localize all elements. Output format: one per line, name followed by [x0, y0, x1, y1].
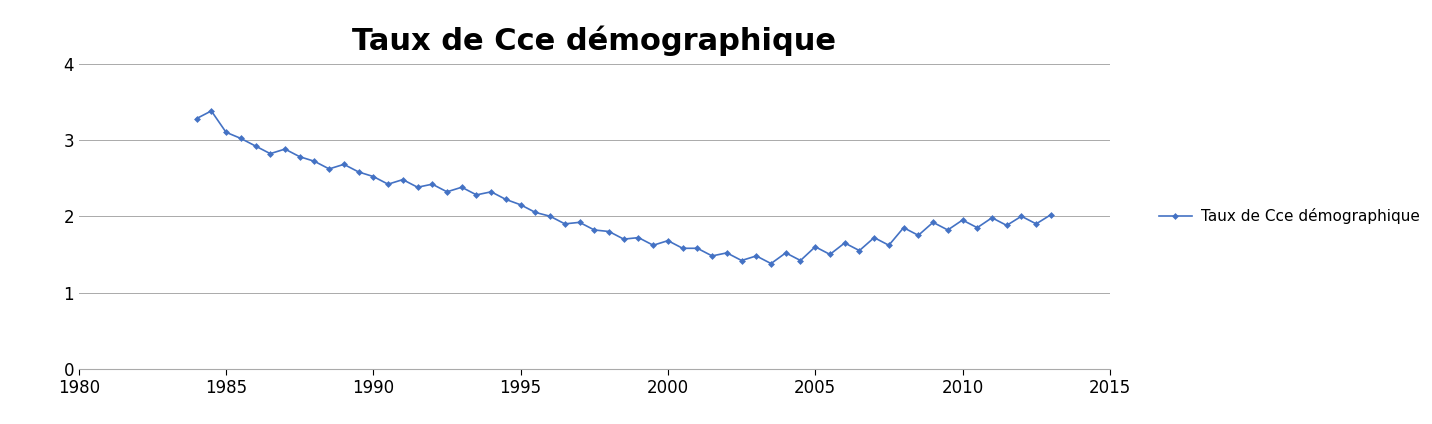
Title: Taux de Cce démographique: Taux de Cce démographique	[352, 25, 836, 56]
Taux de Cce démographique	[335, 162, 352, 167]
Taux de Cce démographique	[644, 243, 662, 248]
Taux de Cce démographique	[424, 181, 441, 187]
Taux de Cce démographique	[291, 154, 308, 159]
Taux de Cce démographique	[836, 240, 853, 245]
Taux de Cce démographique	[203, 109, 221, 114]
Line: Taux de Cce démographique: Taux de Cce démographique	[195, 109, 1054, 266]
Taux de Cce démographique	[232, 136, 249, 141]
Legend: Taux de Cce démographique: Taux de Cce démographique	[1158, 208, 1421, 224]
Taux de Cce démographique	[1042, 212, 1060, 217]
Taux de Cce démographique	[188, 116, 205, 121]
Taux de Cce démographique	[762, 261, 779, 266]
